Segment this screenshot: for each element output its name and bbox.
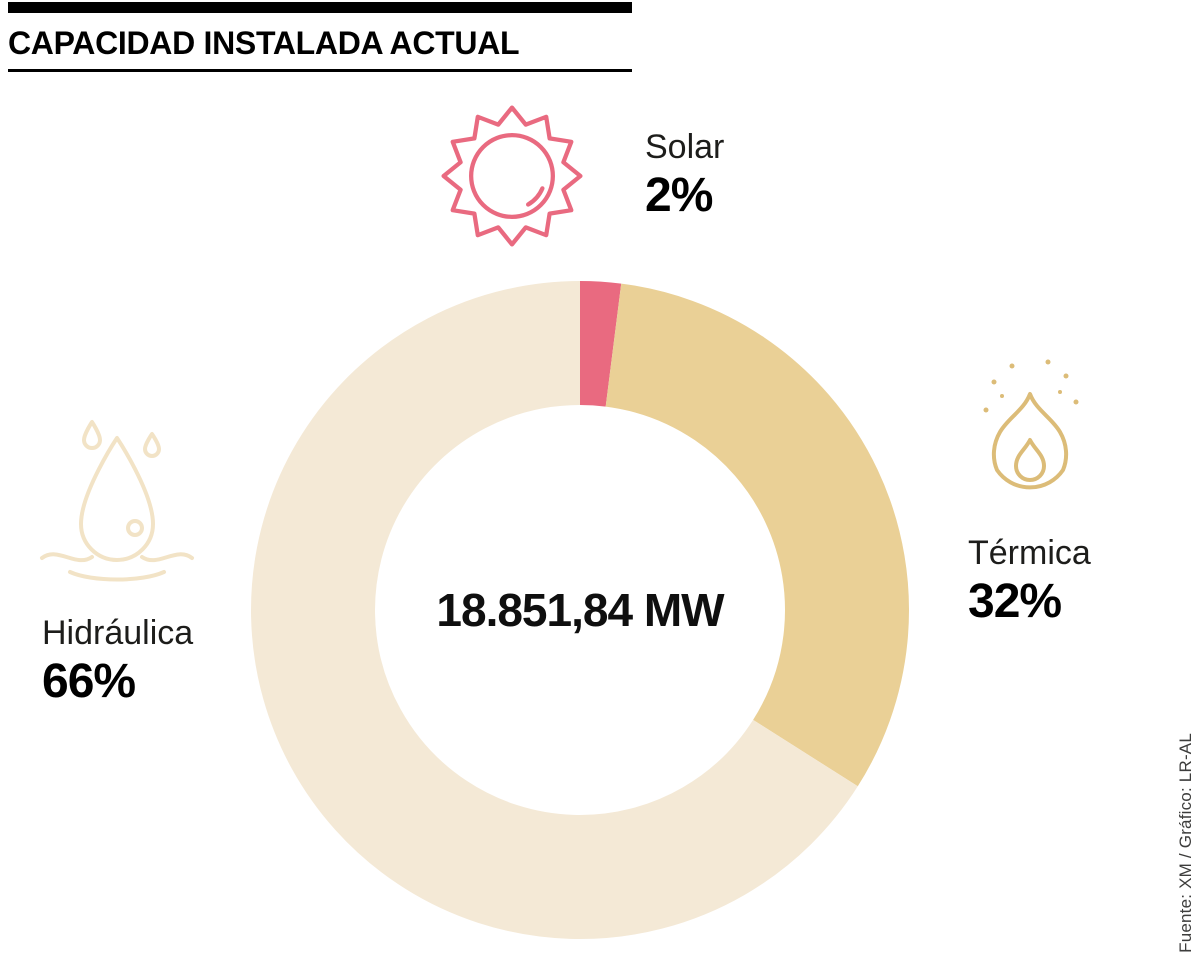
donut-segment-termica bbox=[604, 283, 909, 787]
water-drop-icon bbox=[36, 416, 198, 588]
donut-segment-solar bbox=[579, 281, 622, 407]
legend-hidraulica-label: Hidráulica bbox=[42, 614, 194, 652]
legend-hidraulica-value: 66% bbox=[42, 654, 136, 708]
legend-termica-value: 32% bbox=[968, 574, 1062, 628]
donut-chart-svg bbox=[251, 281, 909, 939]
legend-solar-value: 2% bbox=[645, 168, 713, 222]
legend-solar-label: Solar bbox=[645, 128, 725, 166]
legend-termica: Térmica 32% bbox=[968, 532, 1091, 628]
legend-termica-label: Térmica bbox=[968, 534, 1091, 572]
title-top-bar bbox=[8, 2, 632, 13]
header: CAPACIDAD INSTALADA ACTUAL bbox=[8, 2, 632, 72]
source-credit: Fuente: XM / Gráfico: LR-AL bbox=[1176, 733, 1195, 953]
donut-segment-hidraulica bbox=[251, 281, 858, 939]
legend-solar: Solar 2% bbox=[645, 126, 724, 222]
page-title: CAPACIDAD INSTALADA ACTUAL bbox=[8, 25, 520, 61]
legend-hidraulica: Hidráulica 66% bbox=[42, 612, 193, 708]
title-underline bbox=[8, 69, 632, 72]
donut-chart: 18.851,84 MW bbox=[250, 280, 910, 940]
donut-center-value: 18.851,84 MW bbox=[436, 584, 724, 636]
sun-icon bbox=[436, 100, 588, 252]
flame-icon bbox=[972, 352, 1088, 524]
